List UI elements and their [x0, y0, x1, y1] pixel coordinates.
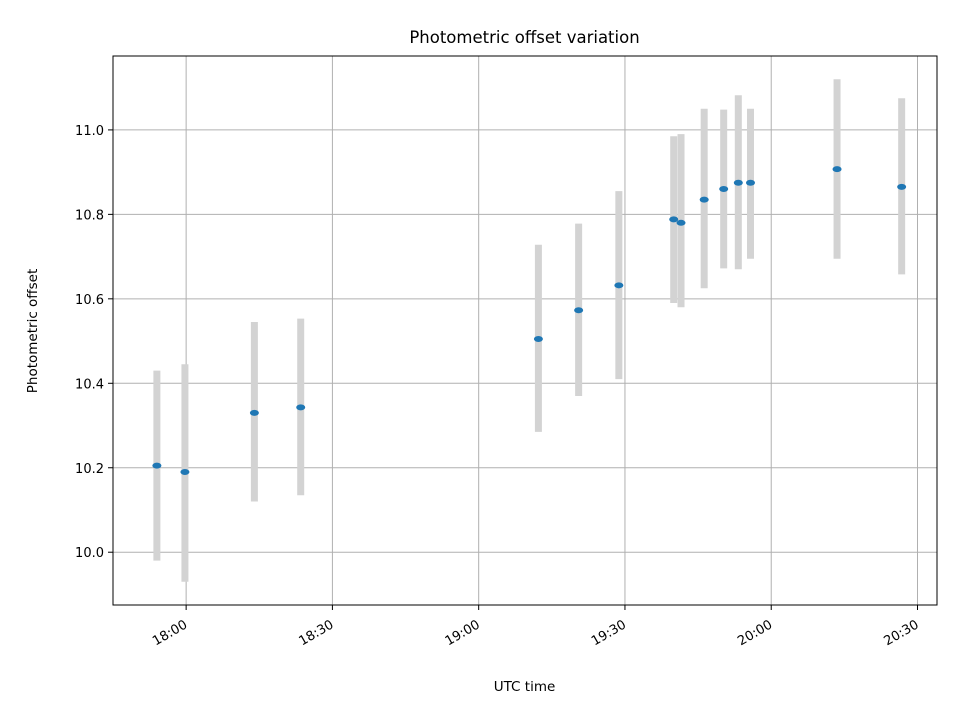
data-point	[533, 335, 543, 342]
grid	[113, 56, 937, 605]
data-point	[676, 219, 686, 226]
data-point	[733, 179, 743, 186]
y-tick-label: 10.4	[75, 377, 104, 392]
data-point	[699, 196, 709, 203]
data-point	[574, 307, 584, 314]
y-tick-label: 10.8	[75, 208, 104, 223]
data-point	[719, 186, 729, 193]
data-points	[152, 166, 907, 475]
data-point	[746, 179, 756, 186]
plot-frame	[112, 55, 938, 606]
chart-title: Photometric offset variation	[409, 28, 639, 47]
y-tick-label: 11.0	[75, 124, 104, 139]
y-tick-label: 10.2	[75, 462, 104, 477]
y-tick-label: 10.6	[75, 293, 104, 308]
data-point	[832, 166, 842, 173]
y-axis-label: Photometric offset	[25, 269, 41, 393]
data-point	[897, 183, 907, 190]
data-point	[614, 282, 624, 289]
x-axis-label: UTC time	[494, 679, 556, 695]
data-point	[296, 404, 306, 411]
data-point	[249, 409, 259, 416]
data-point	[152, 462, 162, 469]
y-tick-label: 10.0	[75, 546, 104, 561]
data-point	[669, 216, 679, 223]
data-point	[180, 468, 190, 475]
